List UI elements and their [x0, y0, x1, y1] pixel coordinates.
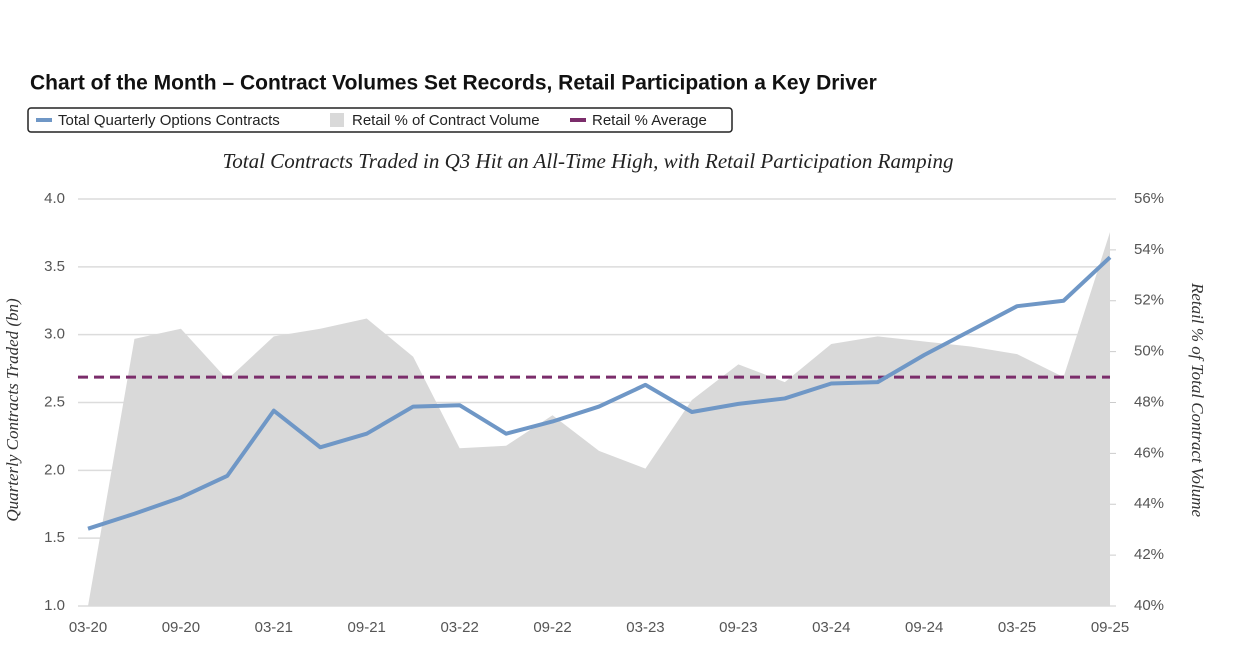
y2-tick-label: 46% [1134, 444, 1164, 461]
legend-swatch [330, 113, 344, 127]
x-tick-label: 09-22 [533, 619, 571, 636]
x-tick-label: 09-21 [348, 619, 386, 636]
x-tick-label: 03-22 [440, 619, 478, 636]
y-tick-label: 2.5 [44, 393, 65, 410]
x-tick-label: 03-20 [69, 619, 107, 636]
legend-label: Total Quarterly Options Contracts [58, 112, 280, 129]
y-tick-label: 3.5 [44, 258, 65, 275]
y2-tick-label: 48% [1134, 393, 1164, 410]
line [87, 255, 1112, 531]
y-tick-label: 1.0 [44, 597, 65, 614]
x-tick-label: 09-25 [1091, 619, 1129, 636]
legend-label: Retail % Average [592, 112, 707, 129]
y2-tick-label: 50% [1134, 343, 1164, 360]
y-tick-label: 3.0 [44, 326, 65, 343]
x-tick-label: 09-23 [719, 619, 757, 636]
y2-axis-title: Retail % of Total Contract Volume [1188, 282, 1207, 518]
y-axis-title: Quarterly Contracts Traded (bn) [3, 298, 22, 522]
legend-label: Retail % of Contract Volume [352, 112, 540, 129]
chart-title: Chart of the Month – Contract Volumes Se… [30, 72, 877, 95]
y2-tick-label: 56% [1134, 190, 1164, 207]
x-tick-label: 03-21 [255, 619, 293, 636]
x-tick-label: 09-24 [905, 619, 943, 636]
x-tick-label: 03-23 [626, 619, 664, 636]
y2-tick-label: 52% [1134, 292, 1164, 309]
x-tick-label: 03-25 [998, 619, 1036, 636]
y2-tick-label: 42% [1134, 546, 1164, 563]
y-tick-label: 4.0 [44, 190, 65, 207]
area [88, 232, 1110, 606]
y2-tick-label: 54% [1134, 241, 1164, 258]
y2-tick-label: 44% [1134, 495, 1164, 512]
x-tick-label: 09-20 [162, 619, 200, 636]
x-tick-label: 03-24 [812, 619, 850, 636]
y2-tick-label: 40% [1134, 597, 1164, 614]
legend-box [27, 107, 733, 133]
chart-subtitle: Total Contracts Traded in Q3 Hit an All-… [223, 149, 954, 173]
y-tick-label: 1.5 [44, 529, 65, 546]
y-tick-label: 2.0 [44, 461, 65, 478]
